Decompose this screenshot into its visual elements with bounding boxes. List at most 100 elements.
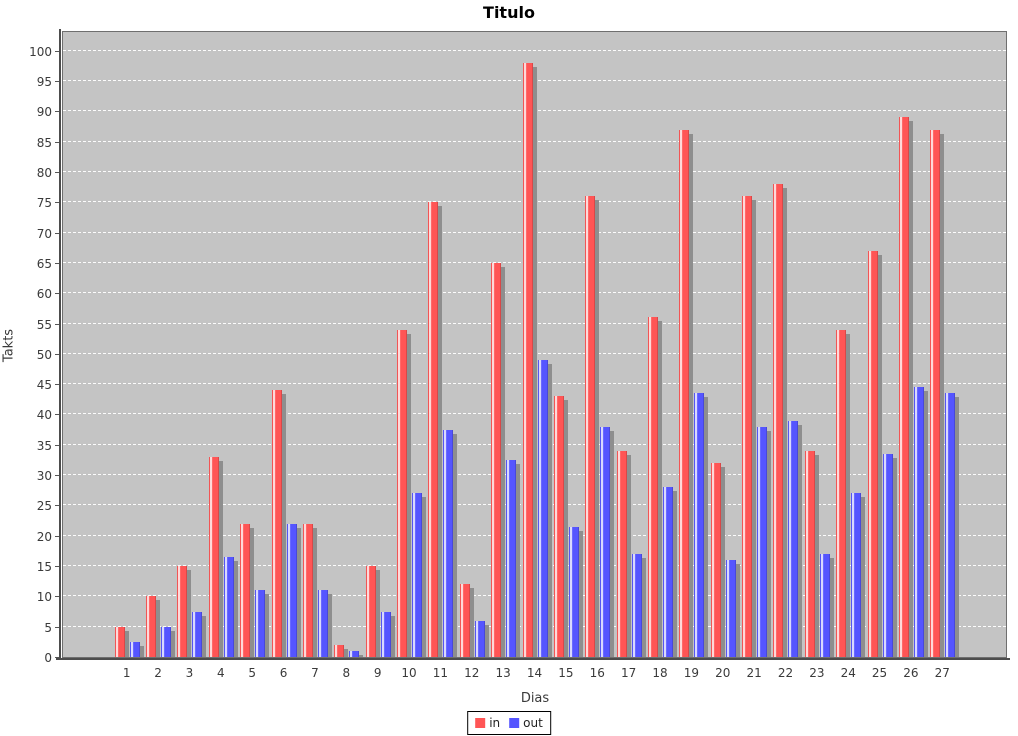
x-tick-label-1: 1 [122,666,131,680]
x-tick-label-6: 6 [279,666,288,680]
y-tick-mark [55,171,59,173]
y-tick-label-100: 100 [29,44,52,59]
y-tick-mark [55,384,59,386]
y-tick-mark [55,111,59,113]
y-tick-label-60: 60 [36,287,52,302]
bar-out-27 [945,393,956,657]
bar-out-11 [443,429,454,657]
bar-in-16 [585,196,596,657]
x-tick-label-10: 10 [401,666,417,680]
bar-in-22 [773,184,784,657]
y-tick-label-15: 15 [36,560,52,575]
bar-out-19 [694,393,705,657]
gridline-85 [63,140,1006,142]
bar-in-23 [804,450,815,657]
bar-out-23 [819,553,830,657]
y-tick-mark [55,566,59,568]
bar-out-4 [223,556,234,657]
gridline-50 [63,352,1006,354]
bar-out-2 [161,626,172,657]
bar-in-21 [742,196,753,657]
y-tick-label-0: 0 [44,651,52,665]
legend-label-in: in [489,716,501,730]
bar-in-8 [334,644,345,657]
x-tick-label-25: 25 [871,666,888,680]
y-tick-mark [55,444,59,446]
bar-in-19 [679,129,690,657]
bar-in-4 [208,456,219,657]
bar-out-10 [412,493,423,657]
bar-in-9 [365,566,376,657]
bar-out-21 [757,426,768,657]
bar-out-5 [255,590,266,657]
y-tick-mark [55,414,59,416]
x-tick-label-13: 13 [495,666,511,680]
x-tick-label-14: 14 [526,666,543,680]
x-tick-label-26: 26 [903,666,919,680]
bar-out-24 [851,493,862,657]
x-tick-label-12: 12 [464,666,480,680]
bar-in-3 [177,566,188,657]
bar-out-3 [192,611,203,657]
gridline-65 [63,261,1006,263]
y-tick-label-75: 75 [36,196,52,211]
y-axis-line [59,29,61,660]
bar-in-25 [867,250,878,657]
y-tick-mark [55,50,59,52]
legend-label-out: out [523,716,543,730]
bar-out-6 [286,523,297,657]
bar-in-13 [491,262,502,657]
bar-out-12 [474,620,485,657]
gridline-45 [63,383,1006,385]
bar-in-11 [428,202,439,657]
bar-out-15 [568,526,579,657]
x-tick-label-16: 16 [589,666,605,680]
y-tick-label-45: 45 [36,378,52,393]
y-tick-label-90: 90 [36,105,52,120]
bar-in-6 [271,390,282,657]
y-tick-mark [55,626,59,628]
x-tick-label-20: 20 [715,666,731,680]
gridline-10 [63,595,1006,597]
legend: in out [467,711,551,735]
gridline-30 [63,474,1006,476]
bar-out-22 [788,420,799,657]
x-tick-label-5: 5 [248,666,256,680]
y-tick-label-25: 25 [36,499,52,514]
x-tick-label-7: 7 [311,666,319,680]
y-tick-label-80: 80 [36,165,52,180]
gridline-60 [63,292,1006,294]
y-tick-mark [55,353,59,355]
x-axis-line [56,658,1010,660]
gridline-100 [63,49,1006,51]
bar-in-18 [647,317,658,657]
bar-in-1 [114,626,125,657]
y-tick-mark [55,505,59,507]
y-tick-mark [55,293,59,295]
legend-swatch-out [509,718,520,728]
x-tick-label-17: 17 [620,666,637,680]
y-tick-mark [55,141,59,143]
y-tick-mark [55,323,59,325]
y-tick-mark [55,475,59,477]
y-tick-mark [55,657,59,658]
bar-out-14 [537,359,548,657]
gridline-40 [63,413,1006,415]
bar-in-7 [302,523,313,657]
bar-out-8 [349,650,360,657]
plot-area [62,31,1007,658]
x-tick-label-9: 9 [373,666,382,680]
bar-out-25 [882,453,893,657]
y-tick-mark [55,535,59,537]
bar-out-16 [600,426,611,657]
y-tick-mark [55,596,59,598]
bar-out-13 [506,459,517,657]
bar-out-1 [129,641,140,657]
x-tick-label-18: 18 [652,666,668,680]
gridline-5 [63,625,1006,627]
bar-in-27 [930,129,941,657]
x-tick-label-4: 4 [216,666,225,680]
bar-out-18 [662,487,673,657]
bar-in-15 [553,396,564,657]
bar-in-2 [146,596,157,657]
